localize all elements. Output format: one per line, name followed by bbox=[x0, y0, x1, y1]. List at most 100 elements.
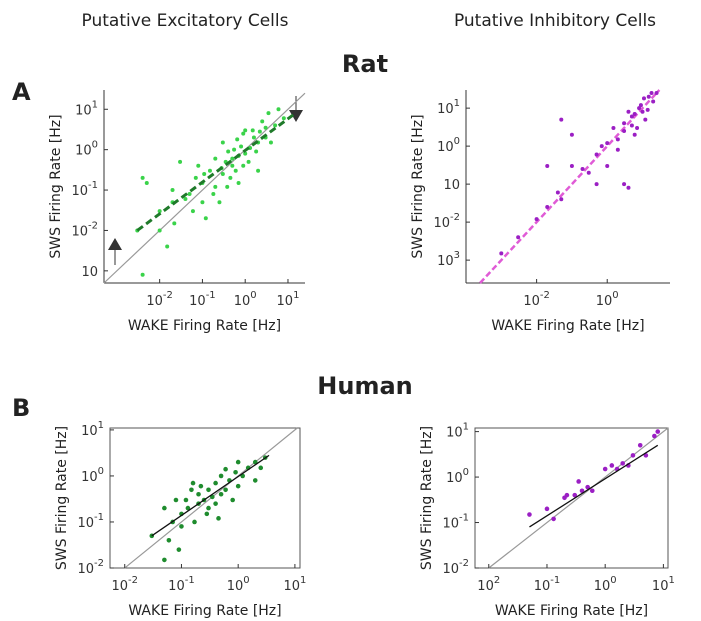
x-tick-label: 10-1 bbox=[168, 575, 195, 594]
data-point bbox=[187, 191, 192, 196]
x-tick-label: 10-2 bbox=[523, 290, 550, 309]
x-axis-label: WAKE Firing Rate [Hz] bbox=[128, 603, 281, 619]
data-point bbox=[649, 91, 654, 96]
data-point bbox=[251, 135, 256, 140]
data-point bbox=[609, 463, 615, 468]
data-point bbox=[629, 114, 634, 119]
x-tick-label: 10-1 bbox=[534, 575, 561, 594]
data-point bbox=[252, 459, 258, 465]
panel-letter: B bbox=[12, 394, 30, 422]
data-point bbox=[256, 168, 261, 173]
data-point bbox=[569, 163, 574, 168]
data-point bbox=[220, 140, 225, 145]
data-point bbox=[213, 156, 218, 161]
x-axis-label: WAKE Firing Rate [Hz] bbox=[491, 318, 644, 334]
x-axis-label: WAKE Firing Rate [Hz] bbox=[128, 318, 281, 334]
data-point bbox=[555, 190, 560, 195]
data-point bbox=[652, 433, 657, 439]
data-point bbox=[230, 163, 235, 168]
data-point bbox=[585, 484, 590, 490]
data-point bbox=[203, 216, 208, 221]
data-point bbox=[236, 180, 241, 185]
x-tick-label: 100 bbox=[227, 575, 250, 594]
data-point bbox=[622, 182, 627, 187]
x-tick-label: 101 bbox=[277, 290, 300, 309]
data-point bbox=[629, 123, 634, 128]
x-tick-label: 10-2 bbox=[146, 290, 173, 309]
data-point bbox=[281, 116, 286, 121]
x-tick-label: 101 bbox=[283, 575, 306, 594]
data-point bbox=[200, 200, 205, 205]
data-point bbox=[213, 184, 218, 189]
data-point bbox=[544, 506, 550, 512]
fit-line bbox=[151, 454, 270, 537]
data-point bbox=[572, 492, 578, 498]
data-point bbox=[545, 163, 550, 168]
y-tick-label: 100 bbox=[81, 466, 104, 485]
data-point bbox=[268, 140, 273, 145]
data-point bbox=[232, 147, 237, 152]
data-point bbox=[220, 171, 225, 176]
data-point bbox=[176, 547, 182, 552]
data-point bbox=[241, 131, 246, 136]
x-tick-label: 101 bbox=[652, 575, 675, 594]
data-point bbox=[260, 119, 265, 124]
data-point bbox=[615, 147, 620, 152]
data-point bbox=[643, 117, 648, 122]
identity-line bbox=[488, 427, 669, 569]
x-tick-label: 10-1 bbox=[189, 290, 216, 309]
data-point bbox=[545, 205, 550, 210]
data-point bbox=[645, 107, 650, 112]
data-point bbox=[211, 191, 216, 196]
identity-line bbox=[479, 89, 661, 284]
data-point bbox=[162, 557, 167, 563]
data-point bbox=[635, 125, 640, 130]
data-point bbox=[252, 478, 258, 483]
plot-frame bbox=[474, 427, 669, 569]
data-point bbox=[630, 453, 636, 458]
data-point bbox=[239, 144, 244, 149]
y-axis-label: SWS Firing Rate [Hz] bbox=[410, 114, 426, 258]
data-point bbox=[170, 188, 175, 193]
data-point bbox=[258, 465, 264, 471]
data-point bbox=[173, 497, 179, 503]
data-point bbox=[654, 91, 659, 96]
data-point bbox=[641, 96, 646, 101]
data-point bbox=[611, 125, 616, 130]
y-tick-label: 103 bbox=[437, 250, 460, 269]
data-point bbox=[250, 128, 255, 133]
data-point bbox=[559, 197, 564, 202]
data-point bbox=[144, 180, 149, 185]
column-header: Putative Excitatory Cells bbox=[82, 11, 289, 31]
data-point bbox=[564, 492, 570, 498]
x-tick-label: 100 bbox=[596, 290, 619, 309]
y-tick-label: 10 bbox=[81, 265, 98, 280]
data-point bbox=[235, 483, 241, 489]
x-tick-label: 10-2 bbox=[111, 575, 138, 594]
data-point bbox=[605, 163, 610, 168]
data-point bbox=[276, 107, 281, 112]
data-point bbox=[162, 505, 167, 511]
data-point bbox=[246, 159, 251, 164]
data-point bbox=[196, 491, 201, 497]
data-point bbox=[235, 137, 240, 142]
data-point bbox=[254, 149, 259, 154]
data-point bbox=[594, 182, 599, 187]
data-point bbox=[615, 137, 620, 142]
data-point bbox=[202, 171, 207, 176]
data-point bbox=[622, 121, 627, 126]
y-tick-label: 100 bbox=[75, 140, 98, 159]
plot-frame bbox=[109, 427, 301, 569]
data-point bbox=[217, 200, 222, 205]
x-tick-label: 100 bbox=[594, 575, 617, 594]
data-point bbox=[183, 197, 188, 202]
data-point bbox=[586, 170, 591, 175]
data-point bbox=[190, 480, 196, 486]
data-point bbox=[602, 466, 608, 472]
data-point bbox=[172, 221, 177, 226]
data-point bbox=[189, 487, 194, 493]
y-axis-label: SWS Firing Rate [Hz] bbox=[48, 114, 64, 258]
y-axis-label: SWS Firing Rate [Hz] bbox=[54, 426, 70, 570]
data-point bbox=[622, 129, 627, 134]
data-point bbox=[218, 473, 224, 479]
